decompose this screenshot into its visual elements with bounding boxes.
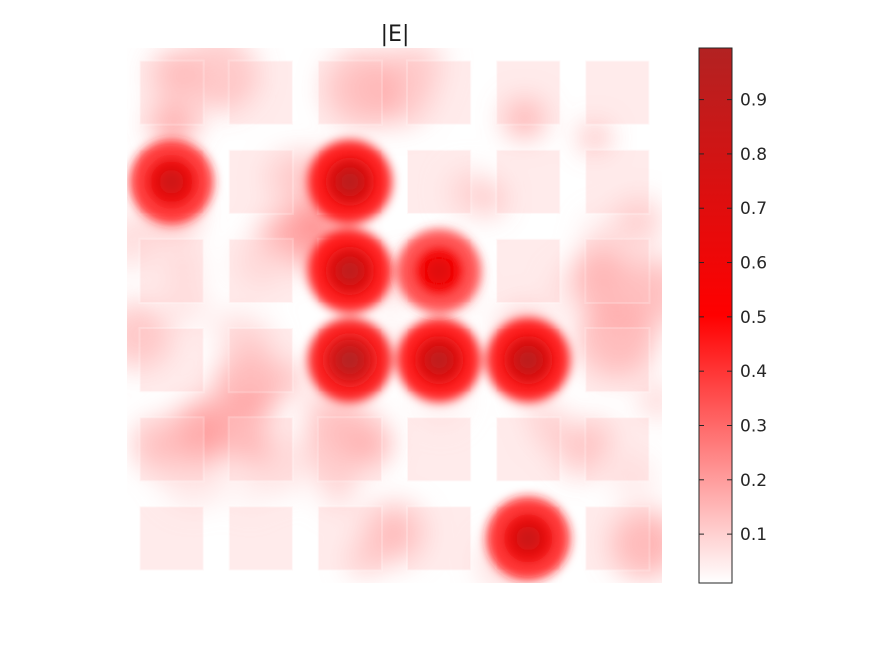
field-blob [321,475,356,509]
field-blob [610,454,656,501]
hotspot-peak [427,258,452,283]
field-blob [231,424,272,464]
heatmap-plot [127,48,662,583]
field-blob [171,408,226,463]
field-blob [304,417,369,482]
colorbar: 0.1 0.2 0.3 0.4 0.5 0.6 0.7 0.8 0.9 [698,47,767,584]
field-blob [640,384,662,417]
lattice-cell [227,237,294,304]
field-blob [505,99,544,138]
chart-title: |E| [381,22,410,47]
lattice-cell [138,59,205,126]
lattice-cell [584,148,651,215]
field-blob [582,125,607,150]
hotspot-peak [337,258,362,283]
field-blob [554,423,608,477]
lattice-cell [584,327,651,394]
hotspot-peak [337,169,362,194]
lattice-cell [495,237,562,304]
lattice-cell [406,148,473,215]
lattice-cell [584,59,651,126]
field-blob [165,246,201,283]
colorbar-ticks: 0.1 0.2 0.3 0.4 0.5 0.6 0.7 0.8 0.9 [699,91,767,545]
lattice-cell [406,59,473,126]
field-blob [447,170,491,213]
lattice-cell [495,416,562,483]
colorbar-tick-label: 0.2 [740,471,767,491]
hotspot-peak [159,169,184,194]
field-blob [587,254,657,324]
field-blob [151,101,196,146]
field-blob [213,310,255,351]
hotspot-peak [516,348,541,373]
colorbar-tick-label: 0.7 [740,199,767,219]
field-blob [610,509,662,579]
field-blob [233,475,267,509]
colorbar-gradient [698,47,733,584]
field-blob [127,213,158,268]
lattice-cell [584,416,651,483]
colorbar-tick-label: 0.6 [740,254,767,274]
lattice-cell [316,416,383,483]
hotspots [129,139,571,581]
lattice-cell [316,59,383,126]
field-blob [235,237,287,289]
hotspot-peak [337,348,362,373]
field-blob [591,337,620,367]
field-blob [214,348,286,420]
colorbar-tick-label: 0.1 [740,525,767,545]
field-blob [154,67,189,102]
field-blob [266,152,318,204]
field-blob [392,52,441,101]
background-field [127,48,662,583]
field-blob [162,280,209,327]
lattice-cell [227,59,294,126]
lattice-cell [406,505,473,572]
lattice-cell [495,148,562,215]
lattice-cell [316,505,383,572]
lattice-cell [406,416,473,483]
field-blob [279,363,307,391]
field-blob [614,198,662,246]
field-blob [127,301,172,369]
lattice-cell [227,416,294,483]
lattice-cell [138,416,205,483]
lattice-cell [227,148,294,215]
lattice-cell [227,327,294,394]
lattice-cell [138,327,205,394]
colorbar-tick-label: 0.5 [740,308,767,328]
colorbar-tick-label: 0.3 [740,416,767,436]
lattice-cell [495,59,562,126]
lattice-cell [138,237,205,304]
lattice-cell [584,237,651,304]
lattice-cell [138,505,205,572]
lattice-cell [227,505,294,572]
colorbar-tick-label: 0.9 [740,91,767,111]
hotspot-peak [427,348,452,373]
colorbar-tick-label: 0.8 [740,145,767,165]
field-blob [364,503,424,563]
field-blob [583,213,621,251]
hotspot-peak [516,526,541,551]
colorbar-tick-label: 0.4 [740,362,767,382]
lattice-cell [584,505,651,572]
field-blob [186,48,244,77]
